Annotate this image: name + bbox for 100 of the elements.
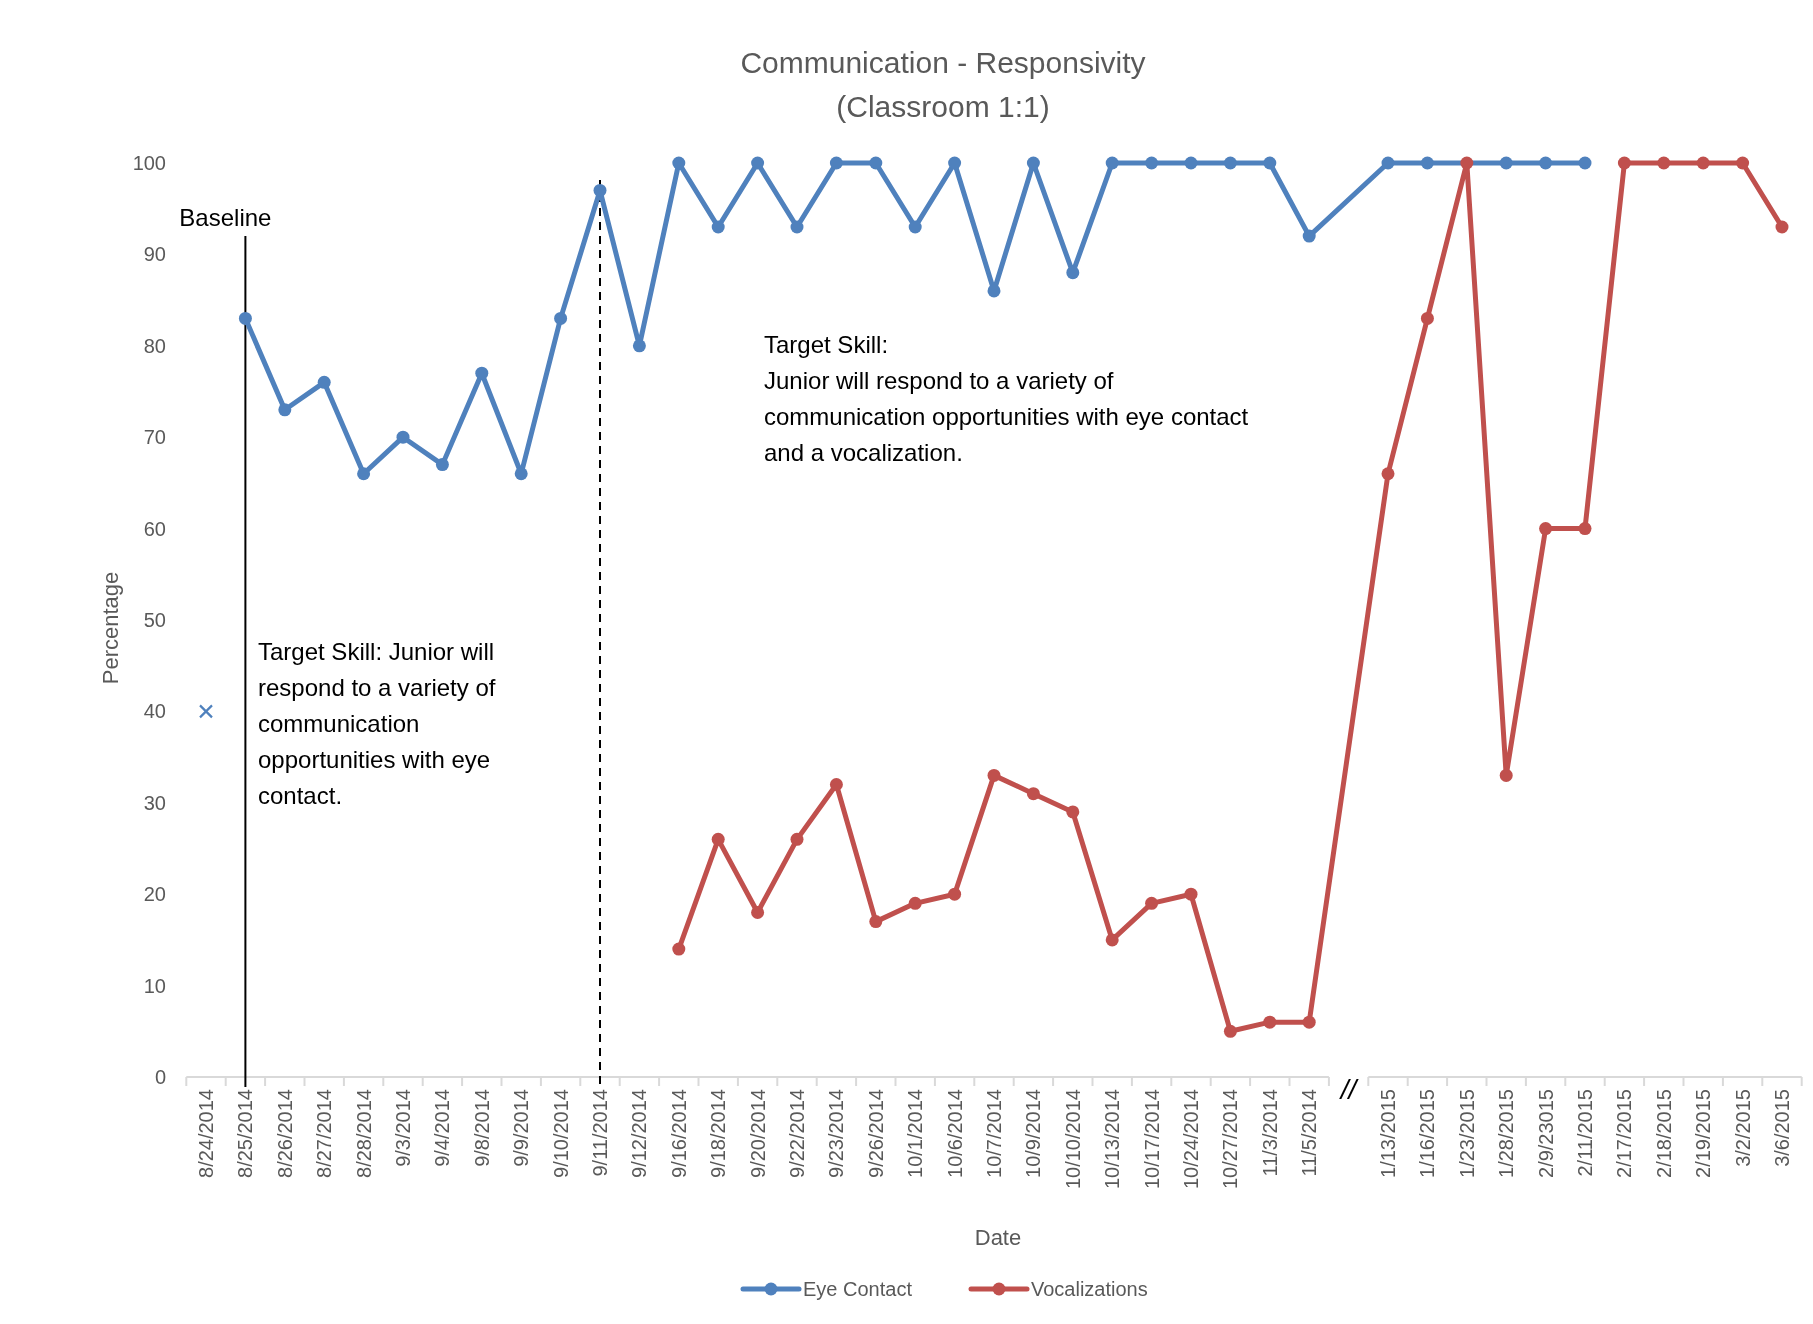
- x-tick-label: 8/26/2014: [273, 1089, 296, 1178]
- ref-line-label: Baseline: [179, 204, 272, 231]
- x-tick-label: 2/17/2015: [1613, 1089, 1636, 1178]
- point: [1420, 311, 1434, 325]
- y-axis-title: Percentage: [98, 571, 123, 685]
- point: [1381, 467, 1395, 481]
- y-tick-label: 40: [143, 700, 166, 723]
- point: [908, 220, 922, 234]
- y-tick-label: 10: [143, 974, 166, 997]
- point: [1026, 156, 1040, 170]
- point: [1105, 933, 1119, 947]
- x-tick-label: 1/13/2015: [1377, 1089, 1399, 1178]
- annotation: Target Skill: Junior will respond to a variety of communication opportunities with eye contact and a vocalization.: [764, 331, 1249, 466]
- point: [1578, 156, 1592, 170]
- point: [1263, 156, 1277, 170]
- x-tick-label: 9/3/2014: [392, 1089, 414, 1167]
- x-tick-label: 8/28/2014: [352, 1089, 375, 1178]
- point: [1460, 156, 1474, 170]
- point: [751, 905, 765, 919]
- y-tick-label: 30: [143, 791, 166, 814]
- point: [1539, 156, 1553, 170]
- point: [711, 832, 725, 846]
- point: [1499, 768, 1513, 782]
- x-tick-label: 10/10/2014: [1061, 1089, 1084, 1190]
- x-tick-label: 9/4/2014: [431, 1089, 454, 1167]
- x-tick-label: 10/17/2014: [1140, 1089, 1163, 1190]
- point: [1775, 220, 1789, 234]
- chart-title: Communication - Responsivity (Classroom 1:1): [740, 46, 1146, 123]
- point: [1184, 887, 1198, 901]
- point: [790, 220, 804, 234]
- x-tick-label: 10/9/2014: [1022, 1089, 1045, 1178]
- point: [672, 156, 686, 170]
- x-tick-label: 9/22/2014: [786, 1089, 808, 1178]
- point: [1617, 156, 1631, 170]
- point: [1578, 522, 1592, 536]
- x-axis-title: Date: [974, 1225, 1022, 1250]
- x-tick-label: 3/6/2015: [1771, 1089, 1793, 1167]
- point: [711, 220, 725, 234]
- x-tick-label: 9/26/2014: [864, 1089, 887, 1178]
- point: [593, 183, 607, 197]
- point: [908, 896, 922, 910]
- point: [396, 430, 410, 444]
- point: [357, 467, 371, 481]
- point: [514, 467, 528, 481]
- x-tick-label: 9/12/2014: [628, 1089, 651, 1178]
- point: [869, 915, 883, 929]
- x-tick-label: 1/16/2015: [1416, 1089, 1439, 1178]
- point: [1184, 156, 1198, 170]
- x-tick-label: 2/18/2015: [1652, 1089, 1675, 1178]
- point: [790, 832, 804, 846]
- point: [1381, 156, 1395, 170]
- x-tick-label: 8/25/2014: [234, 1089, 257, 1178]
- x-tick-label: 10/27/2014: [1219, 1089, 1242, 1190]
- point: [435, 458, 449, 472]
- x-tick-label: 2/9/23015: [1534, 1089, 1557, 1178]
- x-tick-label: 11/3/2014: [1258, 1089, 1281, 1177]
- point: [1420, 156, 1434, 170]
- x-tick-label: 1/28/2015: [1495, 1089, 1518, 1178]
- x-tick-label: 9/8/2014: [470, 1089, 493, 1167]
- point: [1657, 156, 1671, 170]
- point: [1066, 266, 1080, 280]
- point: [672, 942, 686, 956]
- x-tick-label: 10/24/2014: [1180, 1089, 1202, 1190]
- x-tick-label: 9/11/2014: [589, 1089, 611, 1177]
- point: [632, 339, 646, 353]
- x-tick-label: 11/5/2014: [1298, 1089, 1321, 1177]
- x-tick-label: 9/18/2014: [707, 1089, 730, 1178]
- x-tick-label: 10/13/2014: [1101, 1089, 1124, 1190]
- point: [1263, 1015, 1277, 1029]
- point: [554, 311, 568, 325]
- x-tick-label: //: [1338, 1074, 1360, 1105]
- x-tick-label: 9/16/2014: [667, 1089, 690, 1178]
- point: [987, 284, 1001, 298]
- point: [829, 156, 843, 170]
- y-tick-label: 90: [143, 243, 166, 266]
- point: [1145, 896, 1159, 910]
- point: [1223, 1024, 1237, 1038]
- x-tick-label: 2/11/2015: [1574, 1089, 1596, 1177]
- point: [1302, 229, 1316, 243]
- point: [1223, 156, 1237, 170]
- point: [1696, 156, 1710, 170]
- legend-label: Eye Contact: [803, 1278, 913, 1300]
- annotation: Target Skill: Junior will respond to a variety of communication opportunities with eye contact.: [258, 638, 496, 809]
- x-tick-label: 10/7/2014: [983, 1089, 1005, 1178]
- point: [829, 778, 843, 792]
- point: [278, 403, 292, 417]
- point: [948, 887, 962, 901]
- legend-label: Vocalizations: [1031, 1278, 1148, 1300]
- x-tick-label: 9/23/2014: [825, 1089, 848, 1178]
- point: [317, 375, 331, 389]
- point: [1539, 522, 1553, 536]
- x-tick-label: 10/6/2014: [943, 1089, 966, 1178]
- point: [751, 156, 765, 170]
- point: [475, 366, 489, 380]
- point: [987, 768, 1001, 782]
- x-tick-label: 10/1/2014: [904, 1089, 927, 1178]
- x-tick-label: 9/20/2014: [746, 1089, 769, 1178]
- y-tick-label: 80: [143, 334, 166, 357]
- point: [1105, 156, 1119, 170]
- x-tick-label: 8/24/2014: [195, 1089, 217, 1178]
